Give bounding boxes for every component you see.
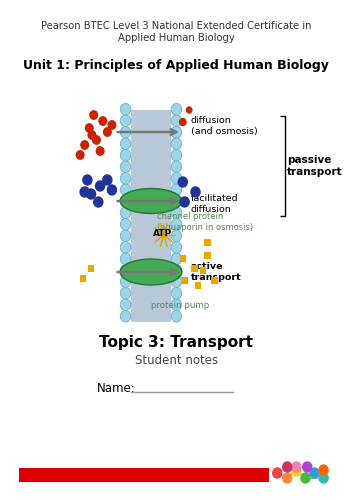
Circle shape	[171, 264, 182, 276]
Circle shape	[171, 310, 182, 322]
Circle shape	[191, 187, 200, 197]
Circle shape	[171, 150, 182, 161]
Text: ATP: ATP	[153, 230, 172, 238]
Text: diffusion
(and osmosis): diffusion (and osmosis)	[191, 116, 258, 136]
Circle shape	[171, 276, 182, 287]
Circle shape	[120, 299, 131, 310]
Circle shape	[120, 172, 131, 184]
Circle shape	[94, 197, 103, 207]
Circle shape	[319, 465, 328, 475]
Circle shape	[171, 184, 182, 196]
FancyBboxPatch shape	[80, 274, 86, 281]
Text: Student notes: Student notes	[135, 354, 218, 366]
Circle shape	[120, 126, 131, 138]
Circle shape	[120, 207, 131, 218]
FancyBboxPatch shape	[204, 252, 210, 258]
Circle shape	[292, 466, 301, 476]
Circle shape	[171, 138, 182, 149]
Text: Applied Human Biology: Applied Human Biology	[118, 33, 235, 43]
Circle shape	[120, 253, 131, 264]
Circle shape	[120, 196, 131, 207]
FancyBboxPatch shape	[181, 276, 188, 283]
Circle shape	[292, 462, 301, 472]
Circle shape	[171, 207, 182, 218]
Ellipse shape	[120, 259, 182, 285]
FancyBboxPatch shape	[199, 266, 206, 274]
Circle shape	[120, 104, 131, 115]
Circle shape	[180, 197, 189, 207]
Circle shape	[171, 253, 182, 264]
FancyBboxPatch shape	[180, 254, 186, 262]
Text: Name:: Name:	[96, 382, 135, 394]
Circle shape	[283, 473, 292, 483]
Circle shape	[99, 117, 107, 125]
Circle shape	[171, 288, 182, 299]
Circle shape	[171, 126, 182, 138]
FancyBboxPatch shape	[19, 468, 269, 482]
Circle shape	[273, 468, 282, 478]
Circle shape	[81, 141, 89, 149]
Circle shape	[76, 151, 84, 159]
Circle shape	[103, 128, 111, 136]
Text: Unit 1: Principles of Applied Human Biology: Unit 1: Principles of Applied Human Biol…	[24, 58, 329, 71]
Circle shape	[120, 310, 131, 322]
Circle shape	[319, 473, 328, 483]
Circle shape	[171, 104, 182, 115]
Circle shape	[171, 242, 182, 253]
Circle shape	[120, 161, 131, 172]
Circle shape	[171, 115, 182, 126]
Circle shape	[80, 187, 89, 197]
Text: active
transport: active transport	[191, 262, 242, 282]
Circle shape	[120, 288, 131, 299]
Circle shape	[88, 131, 96, 139]
FancyBboxPatch shape	[204, 238, 210, 246]
Circle shape	[171, 196, 182, 207]
Circle shape	[120, 230, 131, 241]
Circle shape	[120, 150, 131, 161]
Circle shape	[120, 264, 131, 276]
Circle shape	[171, 172, 182, 184]
Circle shape	[180, 118, 186, 126]
FancyBboxPatch shape	[88, 264, 94, 272]
FancyBboxPatch shape	[191, 264, 198, 272]
Circle shape	[303, 462, 312, 472]
Circle shape	[120, 184, 131, 196]
Circle shape	[283, 462, 292, 472]
Circle shape	[120, 276, 131, 287]
Ellipse shape	[120, 188, 182, 214]
Text: passive
transport: passive transport	[287, 155, 343, 177]
Circle shape	[85, 124, 93, 132]
Circle shape	[186, 107, 192, 113]
Circle shape	[171, 299, 182, 310]
Circle shape	[103, 175, 112, 185]
Circle shape	[171, 218, 182, 230]
Circle shape	[171, 161, 182, 172]
Circle shape	[120, 115, 131, 126]
FancyBboxPatch shape	[211, 276, 218, 283]
Circle shape	[120, 218, 131, 230]
Circle shape	[90, 111, 97, 119]
Circle shape	[107, 185, 116, 195]
Circle shape	[96, 181, 104, 191]
Circle shape	[120, 138, 131, 149]
FancyBboxPatch shape	[131, 110, 171, 322]
FancyBboxPatch shape	[195, 282, 202, 288]
Circle shape	[96, 147, 104, 155]
Text: Topic 3: Transport: Topic 3: Transport	[100, 334, 253, 349]
Text: channel protein
(aquaporin in osmosis): channel protein (aquaporin in osmosis)	[157, 212, 253, 232]
Circle shape	[301, 473, 310, 483]
Circle shape	[171, 230, 182, 241]
Text: Pearson BTEC Level 3 National Extended Certificate in: Pearson BTEC Level 3 National Extended C…	[41, 21, 312, 31]
Text: protein pump: protein pump	[151, 300, 209, 310]
Circle shape	[310, 468, 319, 478]
Circle shape	[93, 136, 100, 144]
Circle shape	[108, 121, 116, 129]
Circle shape	[83, 175, 92, 185]
Circle shape	[120, 242, 131, 253]
Text: facilitated
diffusion: facilitated diffusion	[191, 194, 239, 214]
Circle shape	[178, 177, 187, 187]
Circle shape	[86, 189, 96, 199]
